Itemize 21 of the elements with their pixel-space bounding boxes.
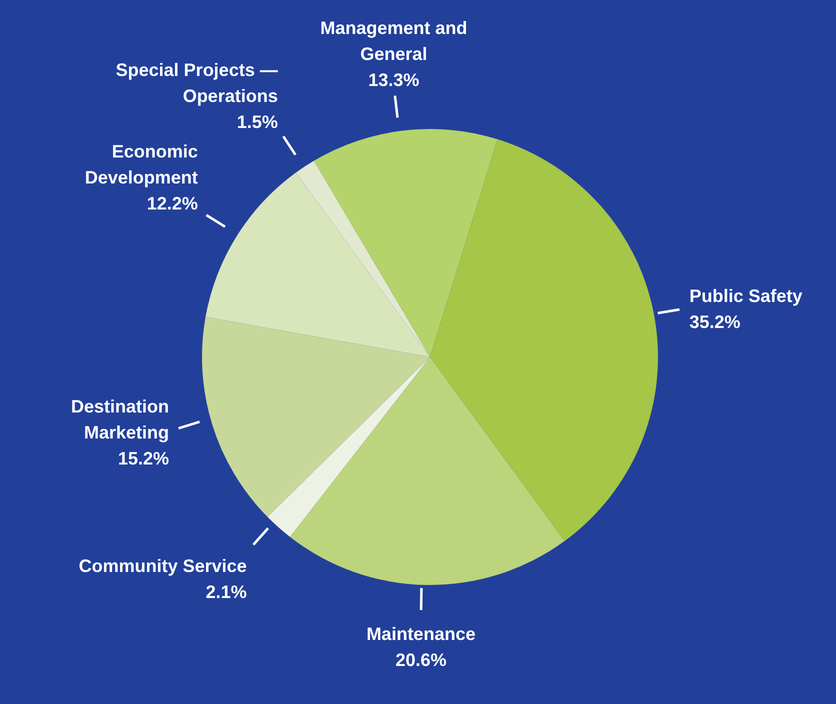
slice-label: Management and General bbox=[320, 18, 468, 64]
data-label: 1.5% bbox=[236, 112, 278, 132]
pie-slice bbox=[314, 129, 498, 357]
pie-slice bbox=[206, 172, 430, 357]
slice-label: Community Service bbox=[78, 556, 247, 576]
data-label: 35.2% bbox=[689, 312, 740, 332]
data-label: 2.1% bbox=[206, 582, 247, 602]
pie-slice bbox=[202, 316, 430, 517]
pie-slice bbox=[430, 139, 658, 542]
data-label: 13.3% bbox=[368, 70, 420, 90]
data-label: 15.2% bbox=[118, 448, 169, 468]
pie-slice bbox=[267, 357, 430, 537]
slice-label: Special Projects — Operations bbox=[116, 60, 278, 106]
data-label: 12.2% bbox=[146, 194, 198, 214]
data-label: 20.6% bbox=[395, 650, 446, 670]
slice-label: Public Safety bbox=[689, 286, 802, 306]
slice-label: Destination Marketing bbox=[70, 396, 169, 442]
slice-label: Economic Development bbox=[84, 142, 198, 188]
slice-label: Maintenance bbox=[366, 624, 476, 644]
pie-slice bbox=[296, 160, 430, 357]
pie-slice bbox=[290, 357, 565, 585]
